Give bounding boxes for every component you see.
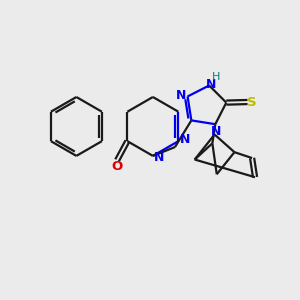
Text: N: N (176, 88, 186, 101)
Text: N: N (206, 78, 216, 91)
Text: O: O (112, 160, 123, 173)
Text: H: H (212, 72, 221, 82)
Text: S: S (247, 95, 257, 109)
Text: N: N (180, 133, 190, 146)
Text: N: N (211, 125, 222, 138)
Text: N: N (154, 151, 165, 164)
